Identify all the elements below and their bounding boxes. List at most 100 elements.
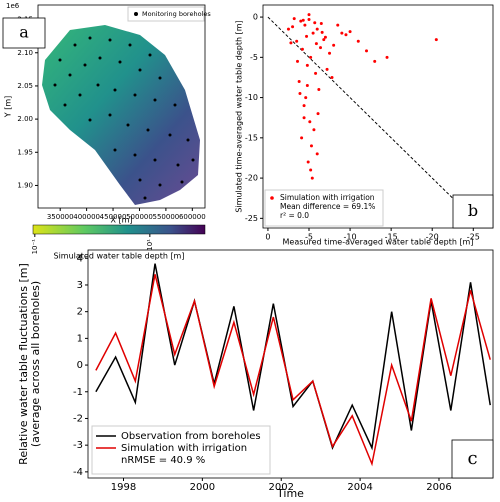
point (296, 59, 299, 63)
y-tick-label: -4 (73, 467, 83, 478)
legend-note: r² = 0.0 (280, 211, 309, 220)
point (356, 39, 360, 43)
y-tick-label: -2 (73, 413, 83, 424)
point (340, 31, 344, 35)
y-tick-label: 2.00 (17, 115, 33, 123)
point (344, 33, 348, 37)
colorbar-tick-label: 10¹ (146, 239, 154, 251)
legend-marker (270, 196, 274, 200)
legend-note: Mean difference = 69.1% (280, 202, 375, 211)
point (307, 17, 311, 21)
y-tick-label: -3 (73, 440, 83, 451)
point (315, 27, 319, 31)
point (291, 25, 295, 29)
y-tick-label: 1 (77, 333, 83, 344)
point (307, 13, 311, 17)
x-tick-label: -5 (305, 233, 313, 242)
point (365, 49, 368, 53)
y-tick-label: 1.90 (17, 181, 33, 189)
legend-box (264, 189, 384, 227)
point (320, 30, 324, 34)
x-tick-label: 400000 (73, 213, 100, 221)
point (348, 30, 352, 34)
point (305, 63, 309, 67)
point (306, 160, 310, 164)
point (302, 104, 306, 108)
y-axis-label: Simulated time-averaged water table dept… (235, 20, 244, 212)
x-tick-label: 2002 (269, 482, 294, 493)
point (310, 176, 314, 180)
point (313, 21, 317, 25)
y-tick-label: 2.05 (17, 82, 33, 90)
legend-box (91, 425, 271, 475)
point (319, 22, 323, 26)
panel-label: a (19, 23, 29, 42)
x-tick-label: 600000 (179, 213, 206, 221)
point (315, 152, 319, 156)
x-tick-label: -25 (467, 233, 480, 242)
x-axis-label: Measured time-averaged water table depth… (283, 238, 474, 247)
x-tick-label: 550000 (153, 213, 180, 221)
point (297, 79, 301, 83)
point (314, 71, 318, 75)
point (309, 55, 313, 59)
point (332, 43, 336, 47)
map-area (32, 25, 206, 235)
x-tick-label: 0 (265, 233, 270, 242)
point (373, 59, 377, 63)
legend-label: Simulation with irrigation (121, 443, 247, 454)
panel-label-box (2, 17, 46, 49)
point (299, 19, 303, 23)
axes-frame (37, 4, 206, 209)
y-axis-label: Relative water table fluctuations [m] (17, 263, 30, 465)
point (302, 116, 306, 120)
point (330, 75, 334, 79)
legend-note: nRMSE = 40.9 % (121, 455, 205, 466)
x-axis-label: X [m] (110, 216, 132, 225)
point (385, 55, 389, 59)
x-tick-label: 1998 (111, 482, 136, 493)
x-tick-label: 350000 (47, 213, 74, 221)
y-tick-label: -15 (245, 133, 258, 142)
x-tick-label: 450000 (100, 213, 127, 221)
axes-frame (262, 4, 494, 229)
colorbar-label: Simulated water table depth [m] (54, 252, 185, 261)
colorbar (32, 224, 206, 235)
point (319, 46, 322, 50)
colorbar-tick-label: 10⁻¹ (31, 239, 39, 255)
point (322, 38, 326, 42)
y-tick-label: -5 (250, 53, 258, 62)
panel-label: c (467, 448, 477, 469)
y-tick-label: 0 (253, 13, 258, 22)
y-tick-label: 1.95 (17, 148, 33, 156)
x-tick-label: 2006 (426, 482, 451, 493)
point (309, 168, 313, 172)
point (325, 67, 329, 71)
x-tick-label: -10 (344, 233, 357, 242)
point (303, 23, 307, 27)
x-tick-label: -15 (385, 233, 398, 242)
panel-label-box (451, 439, 494, 479)
y-axis-label: Y [m] (4, 96, 13, 118)
y-tick-label: 0 (77, 360, 83, 371)
legend-label: Simulation with irrigation (280, 193, 375, 202)
y-tick-label: 2 (77, 307, 83, 318)
boreholes (53, 36, 195, 200)
x-tick-label: 2004 (347, 482, 372, 493)
basin (42, 25, 200, 205)
y-tick-label: 3 (77, 280, 83, 291)
point (314, 42, 318, 46)
point (298, 92, 302, 96)
series-line (95, 274, 491, 467)
x-tick-label: 500000 (126, 213, 153, 221)
panel-label: b (468, 201, 478, 220)
point (328, 51, 332, 55)
point (309, 144, 313, 148)
point (300, 136, 304, 140)
y-tick-label: -10 (245, 93, 258, 102)
point (292, 17, 296, 21)
point (289, 41, 293, 45)
point (311, 31, 315, 35)
point (305, 84, 309, 88)
